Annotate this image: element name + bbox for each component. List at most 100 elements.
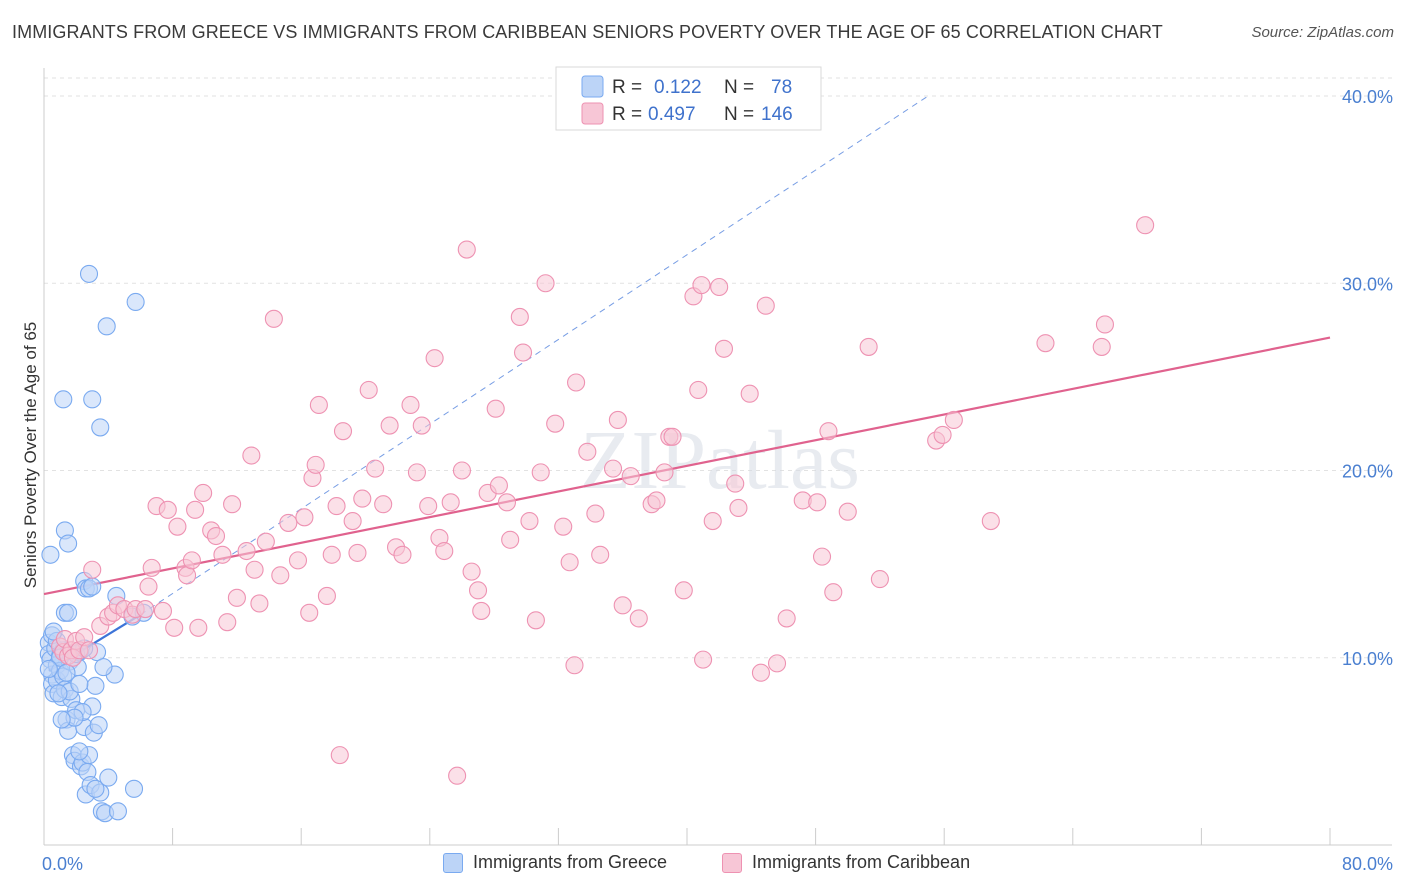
caribbean-point bbox=[751, 663, 770, 682]
caribbean-point bbox=[726, 474, 745, 493]
caribbean-point bbox=[218, 613, 237, 632]
caribbean-point bbox=[808, 493, 827, 512]
greece-point bbox=[97, 317, 116, 336]
y-tick-label: 40.0% bbox=[1342, 87, 1393, 107]
trend-line-caribbean-solid bbox=[43, 336, 1331, 596]
series-caribbean-points bbox=[51, 216, 1155, 785]
caribbean-point bbox=[330, 746, 349, 765]
caribbean-point bbox=[393, 545, 412, 564]
legend-n-label-caribbean: N = bbox=[724, 104, 754, 125]
greece-point bbox=[59, 534, 78, 553]
caribbean-point bbox=[714, 339, 734, 358]
trend-line-greece-dashed bbox=[140, 95, 929, 616]
caribbean-point bbox=[412, 416, 431, 435]
greece-point bbox=[39, 659, 58, 679]
caribbean-point bbox=[536, 274, 555, 293]
series-greece-points bbox=[39, 264, 153, 823]
chart-title: IMMIGRANTS FROM GREECE VS IMMIGRANTS FRO… bbox=[12, 22, 1163, 42]
caribbean-point bbox=[83, 560, 102, 579]
bottom-legend-swatch-greece bbox=[443, 852, 463, 873]
caribbean-point bbox=[621, 467, 640, 486]
caribbean-point bbox=[237, 541, 256, 561]
caribbean-point bbox=[142, 558, 161, 577]
caribbean-point bbox=[497, 493, 517, 512]
caribbean-point bbox=[223, 495, 242, 514]
caribbean-point bbox=[213, 545, 232, 564]
caribbean-point bbox=[366, 459, 385, 478]
caribbean-point bbox=[425, 349, 444, 368]
caribbean-point bbox=[136, 600, 155, 619]
caribbean-point bbox=[153, 601, 173, 620]
caribbean-point bbox=[256, 532, 275, 551]
caribbean-point bbox=[513, 343, 533, 362]
caribbean-point bbox=[944, 410, 963, 429]
legend-r-value-caribbean: 0.497 bbox=[648, 104, 696, 125]
chart-source: Source: ZipAtlas.com bbox=[1251, 24, 1394, 41]
caribbean-point bbox=[629, 609, 648, 628]
caribbean-point bbox=[306, 455, 325, 474]
caribbean-point bbox=[981, 512, 1000, 531]
caribbean-point bbox=[279, 513, 298, 532]
caribbean-point bbox=[295, 508, 314, 527]
caribbean-point bbox=[168, 517, 187, 536]
caribbean-point bbox=[1136, 216, 1155, 235]
caribbean-point bbox=[457, 240, 476, 259]
greece-point bbox=[79, 264, 99, 283]
caribbean-point bbox=[510, 307, 529, 327]
caribbean-point bbox=[419, 497, 438, 516]
caribbean-point bbox=[462, 562, 481, 581]
greece-point bbox=[59, 603, 78, 622]
tick-labels: 10.0% 20.0% 30.0% 40.0% 0.0% 80.0% bbox=[42, 87, 1393, 874]
caribbean-point bbox=[777, 609, 796, 628]
greece-point bbox=[94, 658, 113, 677]
bottom-legend-greece: Immigrants from Greece bbox=[443, 852, 667, 873]
x-tick-label-left: 0.0% bbox=[42, 854, 83, 874]
caribbean-point bbox=[300, 603, 319, 622]
caribbean-point bbox=[1036, 334, 1055, 353]
caribbean-point bbox=[859, 337, 878, 356]
caribbean-point bbox=[520, 512, 539, 531]
caribbean-point bbox=[689, 380, 708, 400]
caribbean-point bbox=[608, 410, 627, 429]
legend-swatch-greece bbox=[581, 75, 604, 98]
caribbean-point bbox=[756, 296, 775, 315]
caribbean-point bbox=[546, 414, 565, 433]
caribbean-point bbox=[819, 422, 838, 441]
caribbean-point bbox=[531, 463, 550, 482]
caribbean-point bbox=[838, 502, 857, 521]
greece-point bbox=[54, 390, 73, 409]
caribbean-point bbox=[591, 545, 610, 564]
greece-point bbox=[86, 779, 105, 798]
caribbean-point bbox=[348, 543, 367, 562]
caribbean-point bbox=[486, 399, 505, 418]
caribbean-point bbox=[526, 611, 545, 630]
caribbean-point bbox=[353, 489, 372, 508]
caribbean-point bbox=[565, 656, 584, 675]
greece-point bbox=[91, 418, 110, 437]
watermark: ZIPatlas bbox=[580, 414, 860, 507]
greece-point bbox=[70, 674, 89, 694]
greece-point bbox=[41, 545, 60, 564]
caribbean-point bbox=[655, 463, 674, 482]
caribbean-point bbox=[933, 425, 952, 444]
caribbean-point bbox=[359, 380, 378, 400]
greece-point bbox=[52, 710, 71, 729]
legend-r-label-caribbean: R = bbox=[612, 104, 642, 125]
caribbean-point bbox=[1095, 315, 1114, 334]
caribbean-point bbox=[288, 551, 308, 570]
greece-point bbox=[83, 390, 102, 409]
caribbean-point bbox=[343, 512, 362, 531]
caribbean-point bbox=[309, 395, 328, 415]
x-tick-label-right: 80.0% bbox=[1342, 854, 1393, 874]
caribbean-point bbox=[567, 373, 586, 392]
bottom-legend-label-greece: Immigrants from Greece bbox=[473, 852, 668, 872]
caribbean-point bbox=[264, 309, 283, 328]
bottom-legend-caribbean: Immigrants from Caribbean bbox=[722, 852, 970, 873]
legend-n-label-greece: N = bbox=[724, 77, 754, 98]
caribbean-point bbox=[374, 495, 393, 514]
greece-point bbox=[124, 779, 144, 798]
greece-point bbox=[89, 716, 108, 735]
caribbean-point bbox=[401, 395, 420, 415]
greece-point bbox=[49, 684, 68, 703]
